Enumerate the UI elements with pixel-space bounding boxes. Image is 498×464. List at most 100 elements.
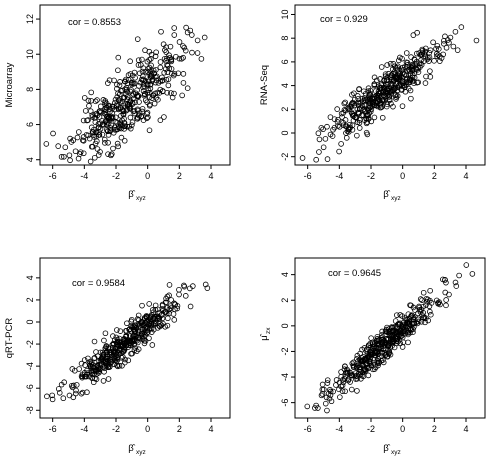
data-point: [146, 64, 153, 71]
data-point: [122, 356, 128, 363]
data-point: [67, 135, 73, 142]
data-point: [102, 330, 109, 337]
data-point: [399, 344, 406, 350]
data-point: [400, 80, 406, 87]
x-axis-label-main: β̂: [383, 189, 390, 200]
data-point: [120, 108, 127, 115]
data-point: [79, 137, 86, 144]
data-point: [112, 114, 119, 121]
data-point: [378, 345, 385, 352]
data-point: [355, 358, 361, 365]
data-point: [165, 315, 171, 322]
data-point: [124, 96, 131, 103]
data-point: [371, 114, 378, 121]
data-point: [374, 338, 380, 344]
data-point: [189, 49, 195, 56]
data-point: [102, 99, 108, 106]
data-point: [87, 364, 94, 370]
data-point: [386, 97, 393, 104]
x-tick-label: 0: [400, 424, 405, 434]
x-tick-label: -6: [49, 171, 57, 181]
data-point: [316, 136, 323, 143]
scatter-panel-microarray: -6 -4 -2 0 2 4 4 6 8 10 12 cor = 0.8553 Microarray…: [4, 4, 231, 202]
axis-ticks: -6 -4 -2 0 2 4 -8 -6 -4 -2 0 2 4: [25, 275, 214, 434]
data-point: [362, 108, 369, 114]
data-point: [142, 97, 149, 104]
data-point: [410, 32, 417, 38]
x-tick-label: 2: [432, 424, 437, 434]
data-point: [129, 122, 135, 128]
data-point: [469, 271, 476, 277]
data-point: [95, 125, 102, 131]
y-axis-label: qRT-PCR: [4, 318, 15, 359]
data-point: [441, 37, 447, 44]
data-point: [333, 382, 339, 388]
data-point: [354, 375, 360, 382]
y-tick-label: 12: [25, 14, 35, 24]
data-point: [134, 348, 140, 354]
data-point: [178, 55, 185, 62]
y-axis-label: μ̂ zx: [259, 327, 272, 341]
data-point: [316, 149, 322, 155]
data-point: [104, 351, 110, 358]
data-point: [128, 350, 134, 357]
data-point: [384, 101, 390, 108]
data-point: [442, 276, 448, 283]
data-point: [431, 58, 437, 64]
data-point: [327, 386, 333, 393]
data-point: [93, 366, 100, 373]
data-point: [463, 262, 470, 268]
data-point: [121, 336, 127, 343]
data-point: [390, 70, 397, 77]
data-point: [385, 91, 392, 98]
data-point: [394, 330, 401, 336]
data-point: [452, 279, 459, 286]
data-point: [96, 129, 102, 135]
x-tick-label: -4: [335, 171, 343, 181]
data-point: [202, 281, 209, 288]
data-point: [388, 85, 394, 91]
data-point: [159, 301, 166, 308]
data-point: [127, 114, 134, 121]
data-point: [109, 344, 116, 351]
data-point: [85, 97, 92, 104]
data-point: [82, 362, 88, 368]
y-tick-label: 0: [25, 319, 35, 324]
data-point: [393, 96, 399, 102]
data-point: [327, 131, 334, 138]
data-point: [362, 96, 368, 103]
data-point: [121, 137, 128, 144]
data-point: [339, 382, 346, 389]
y-tick-label: -2: [280, 153, 290, 161]
data-point: [127, 98, 134, 104]
data-point: [393, 312, 400, 318]
data-point: [153, 73, 160, 80]
data-point: [397, 74, 404, 80]
data-point: [171, 90, 177, 97]
data-point: [116, 82, 123, 89]
data-point: [318, 125, 325, 131]
data-point: [388, 100, 394, 107]
y-tick-label: 4: [25, 157, 35, 162]
data-point: [97, 149, 103, 155]
data-point: [380, 97, 387, 104]
data-point: [105, 80, 111, 86]
data-point: [105, 151, 111, 157]
data-point: [399, 313, 406, 319]
data-point: [427, 74, 434, 80]
data-point: [96, 366, 103, 372]
data-point: [384, 74, 391, 81]
data-point: [55, 143, 61, 149]
data-point: [333, 377, 340, 383]
data-point: [408, 302, 414, 309]
data-point: [102, 101, 108, 108]
data-point: [453, 283, 460, 289]
data-point: [410, 78, 417, 84]
data-point: [349, 372, 355, 379]
data-point: [135, 57, 142, 63]
data-point: [87, 108, 94, 114]
data-point: [118, 112, 124, 119]
data-point: [326, 395, 333, 402]
data-point: [58, 154, 65, 160]
